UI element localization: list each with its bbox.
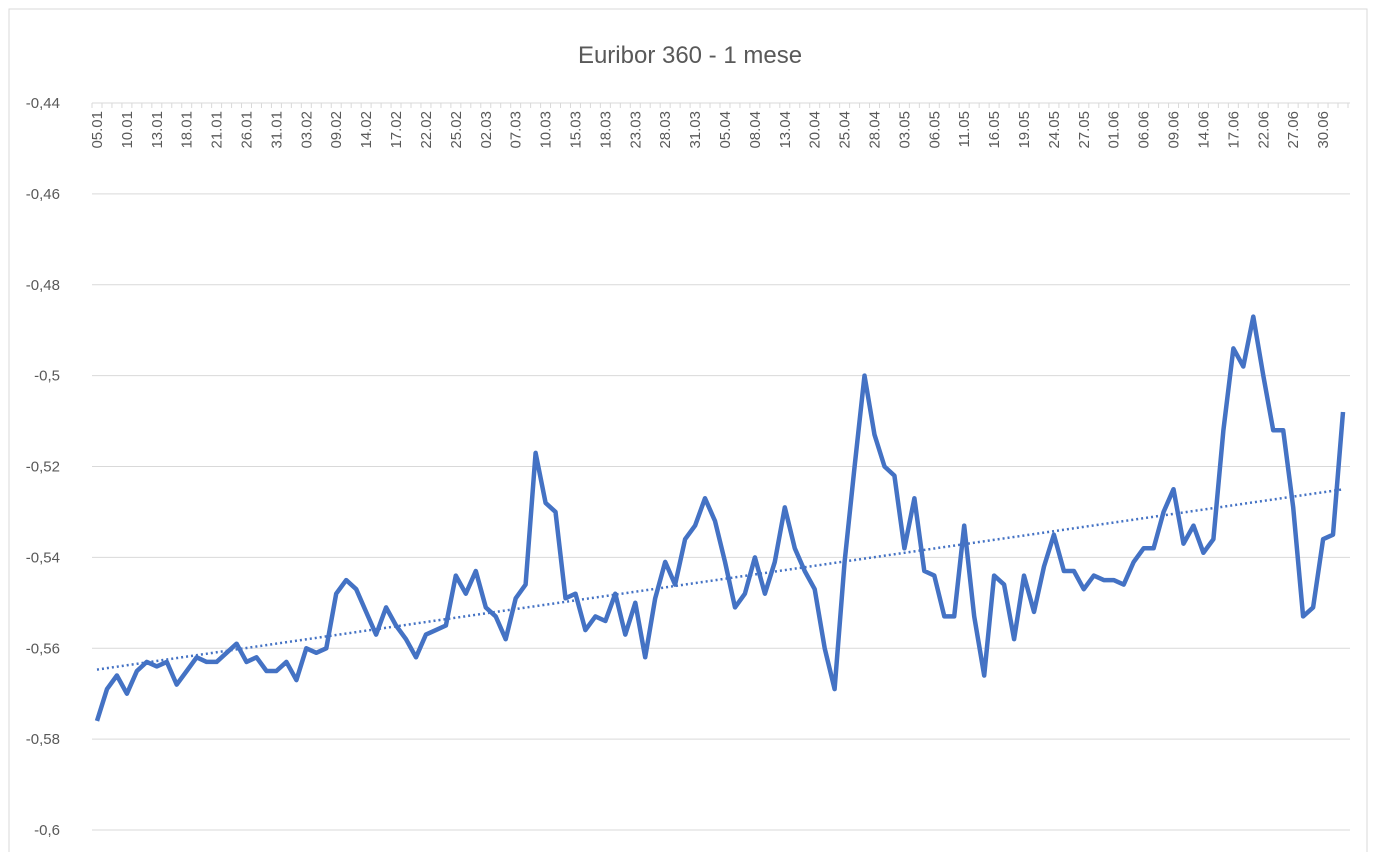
x-tick-label: 24.05 xyxy=(1046,111,1063,149)
x-tick-label: 26.01 xyxy=(239,111,256,149)
y-tick-label: -0,56 xyxy=(26,640,60,657)
x-tick-label: 22.06 xyxy=(1255,111,1272,149)
chart-title: Euribor 360 - 1 mese xyxy=(578,42,802,69)
x-tick-label: 18.01 xyxy=(179,111,196,149)
x-tick-label: 13.01 xyxy=(149,111,166,149)
y-tick-label: -0,44 xyxy=(26,95,60,112)
x-tick-label: 03.02 xyxy=(298,111,315,149)
x-tick-label: 17.06 xyxy=(1225,111,1242,149)
x-tick-label: 27.05 xyxy=(1076,111,1093,149)
y-tick-label: -0,46 xyxy=(26,186,60,203)
x-tick-label: 14.06 xyxy=(1195,111,1212,149)
x-tick-label: 02.03 xyxy=(478,111,495,149)
x-tick-label: 05.04 xyxy=(717,111,734,149)
x-tick-label: 05.01 xyxy=(89,111,106,149)
x-tick-label: 06.05 xyxy=(926,111,943,149)
x-tick-label: 30.06 xyxy=(1315,111,1332,149)
y-tick-label: -0,6 xyxy=(34,822,60,839)
x-tick-label: 20.04 xyxy=(807,111,824,149)
y-tick-label: -0,48 xyxy=(26,277,60,294)
x-tick-label: 06.06 xyxy=(1136,111,1153,149)
x-tick-label: 17.02 xyxy=(388,111,405,149)
x-tick-label: 09.06 xyxy=(1166,111,1183,149)
x-tick-label: 10.03 xyxy=(538,111,555,149)
x-tick-label: 31.01 xyxy=(268,111,285,149)
x-tick-label: 14.02 xyxy=(358,111,375,149)
x-tick-label: 13.04 xyxy=(777,111,794,149)
chart-frame xyxy=(8,8,1368,852)
x-tick-label: 28.04 xyxy=(867,111,884,149)
x-tick-label: 28.03 xyxy=(657,111,674,149)
x-tick-label: 22.02 xyxy=(418,111,435,149)
x-tick-label: 08.04 xyxy=(747,111,764,149)
x-tick-label: 19.05 xyxy=(1016,111,1033,149)
x-tick-label: 31.03 xyxy=(687,111,704,149)
x-tick-label: 23.03 xyxy=(627,111,644,149)
x-tick-label: 09.02 xyxy=(328,111,345,149)
series-line xyxy=(94,314,1346,722)
x-tick-label: 10.01 xyxy=(119,111,136,149)
x-tick-label: 11.05 xyxy=(956,111,973,147)
y-tick-label: -0,58 xyxy=(26,731,60,748)
y-tick-label: -0,52 xyxy=(26,459,60,476)
x-tick-label: 07.03 xyxy=(508,111,525,149)
x-tick-label: 27.06 xyxy=(1285,111,1302,149)
x-tick-label: 18.03 xyxy=(597,111,614,149)
x-tick-label: 01.06 xyxy=(1106,111,1123,149)
x-tick-label: 21.01 xyxy=(209,111,226,149)
x-tick-label: 25.04 xyxy=(837,111,854,149)
y-tick-label: -0,5 xyxy=(34,368,60,385)
x-tick-label: 25.02 xyxy=(448,111,465,149)
x-tick-label: 16.05 xyxy=(986,111,1003,149)
y-tick-label: -0,54 xyxy=(26,549,60,566)
x-tick-label: 03.05 xyxy=(896,111,913,149)
x-tick-label: 15.03 xyxy=(567,111,584,149)
